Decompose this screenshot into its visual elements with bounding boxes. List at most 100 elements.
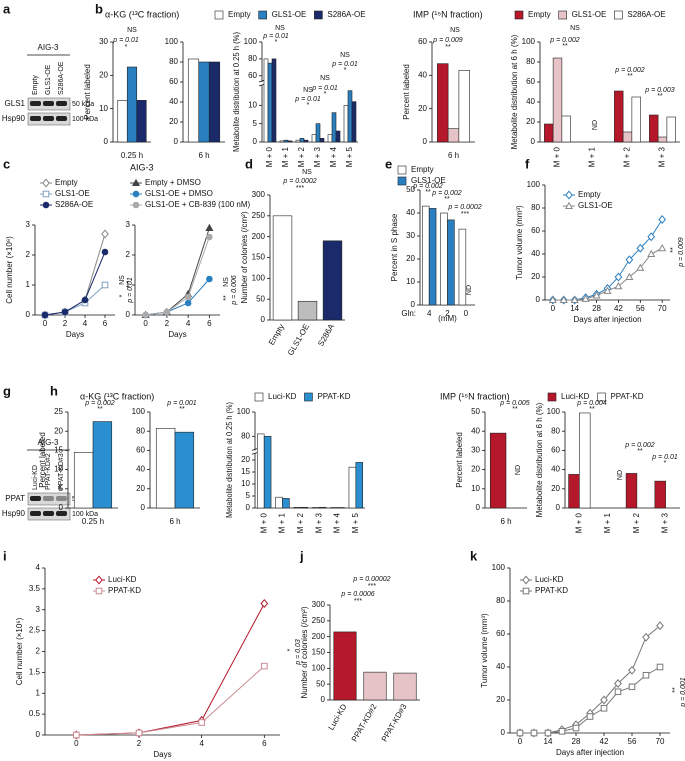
y-tick-label: 3 [26, 220, 31, 229]
y-tick-label: 10 [471, 484, 480, 493]
data-point [558, 728, 566, 735]
bar [666, 116, 676, 143]
bar [552, 57, 563, 143]
bar [614, 90, 624, 143]
annotation: ** [179, 406, 185, 413]
y-tick-label: 2 [126, 250, 131, 259]
y-tick-label: 0 [126, 310, 131, 319]
y-tick-label: 1 [26, 280, 31, 289]
legend-swatch [547, 392, 557, 402]
y-tick-label: 20 [406, 254, 415, 263]
y-tick-label: 20 [241, 455, 250, 464]
y-tick-label: 20 [54, 426, 63, 435]
y-tick-label: 40 [406, 208, 415, 217]
y-tick-label: 0 [531, 137, 536, 146]
y-tick-label: 40 [471, 426, 480, 435]
legend-label: GLS1-OE [272, 10, 307, 19]
y-tick-label: 50 [406, 185, 415, 194]
y-tick-label: 20 [169, 117, 178, 126]
annotation: p = 0.0002 [282, 178, 316, 185]
bar [282, 498, 290, 509]
annotation: * [307, 102, 310, 109]
x-tick-label: 4 [186, 319, 191, 328]
legend-marker [42, 178, 50, 188]
blot-band [30, 101, 41, 106]
x-tick-label: 2 [137, 739, 142, 748]
bar [267, 62, 273, 143]
annotation: NS [302, 169, 312, 176]
x-tick-label: 14 [570, 304, 579, 313]
data-point [656, 621, 664, 631]
data-point [73, 731, 80, 739]
bar [657, 136, 668, 143]
y-tick-label: 0 [141, 503, 146, 512]
legend-label: PPAT-KD [317, 392, 350, 401]
y-tick-label: 10 [248, 100, 257, 109]
legend-label: Empty [411, 165, 434, 174]
annotation: p = 0.01 [294, 96, 321, 103]
legend-marker [131, 178, 141, 187]
y-tick-label: 20 [551, 484, 560, 493]
y-tick-label: 3.5 [29, 584, 41, 593]
bar [440, 212, 448, 306]
bar [327, 134, 333, 143]
legend-label: S286A-OE [55, 200, 93, 209]
marker-label: 100 kDa [72, 116, 98, 123]
y-tick-label: 200 [252, 232, 266, 241]
data-point [206, 275, 213, 283]
legend-label: GLS1-OE [411, 176, 446, 185]
y-axis-label: Cell number (×10⁶) [5, 236, 14, 304]
x-tick-label: Luci-KD [327, 702, 349, 731]
y-tick-label: 40 [526, 97, 535, 106]
data-point [572, 724, 580, 732]
annotation: NS [340, 52, 350, 59]
y-tick-label: 25 [54, 407, 63, 416]
y-tick-label: 20 [496, 695, 505, 704]
annotation: NS [320, 75, 330, 82]
y-tick-label: 100 [244, 37, 258, 46]
annotation: p = 0.009 [432, 37, 462, 44]
bar [297, 300, 318, 321]
blot-band [43, 116, 54, 121]
data-point [656, 663, 664, 671]
annotation: p = 0.009 [678, 237, 685, 267]
x-tick-label: 6 [103, 319, 108, 328]
annotation: p = 0.01 [112, 37, 139, 44]
x-tick-label: 42 [600, 737, 609, 746]
legend-swatch [258, 10, 267, 20]
y-tick-label: 50 [256, 294, 265, 303]
bar [393, 672, 417, 701]
data-point [636, 243, 645, 253]
x-axis-label: Days after injection [573, 315, 641, 324]
bar [335, 130, 341, 143]
panel-label: a [3, 1, 11, 16]
y-tick-label: 10 [241, 479, 250, 488]
data-point [198, 719, 205, 726]
y-tick-label: 5 [59, 484, 64, 493]
x-tick-label: M + 1 [278, 512, 287, 533]
x-tick-label: 0 [464, 309, 469, 318]
bar [428, 208, 437, 306]
x-tick-label: 2 [165, 319, 170, 328]
x-tick-label: 0 [518, 737, 523, 746]
y-tick-label: 60 [526, 77, 535, 86]
annotation: NS [570, 25, 580, 32]
x-axis-label: 0.25 h [121, 151, 143, 160]
y-axis-label: Tumor volume (mm³) [515, 205, 524, 280]
annotation: p = 0.003 [644, 87, 674, 94]
annotation: * [119, 294, 126, 297]
annotation: p = 0.002 [412, 183, 442, 190]
x-tick-label: M + 3 [661, 512, 670, 533]
x-tick-label: 6 [262, 739, 267, 748]
data-point [625, 272, 634, 281]
bar [631, 96, 641, 143]
annotation: ** [672, 687, 679, 693]
series-line [44, 251, 106, 316]
annotation: ** [637, 448, 643, 455]
y-tick-label: 80 [169, 57, 178, 66]
legend-marker [522, 575, 530, 585]
y-tick-label: 100 [527, 180, 541, 189]
bar [489, 432, 507, 509]
bar [348, 466, 357, 509]
